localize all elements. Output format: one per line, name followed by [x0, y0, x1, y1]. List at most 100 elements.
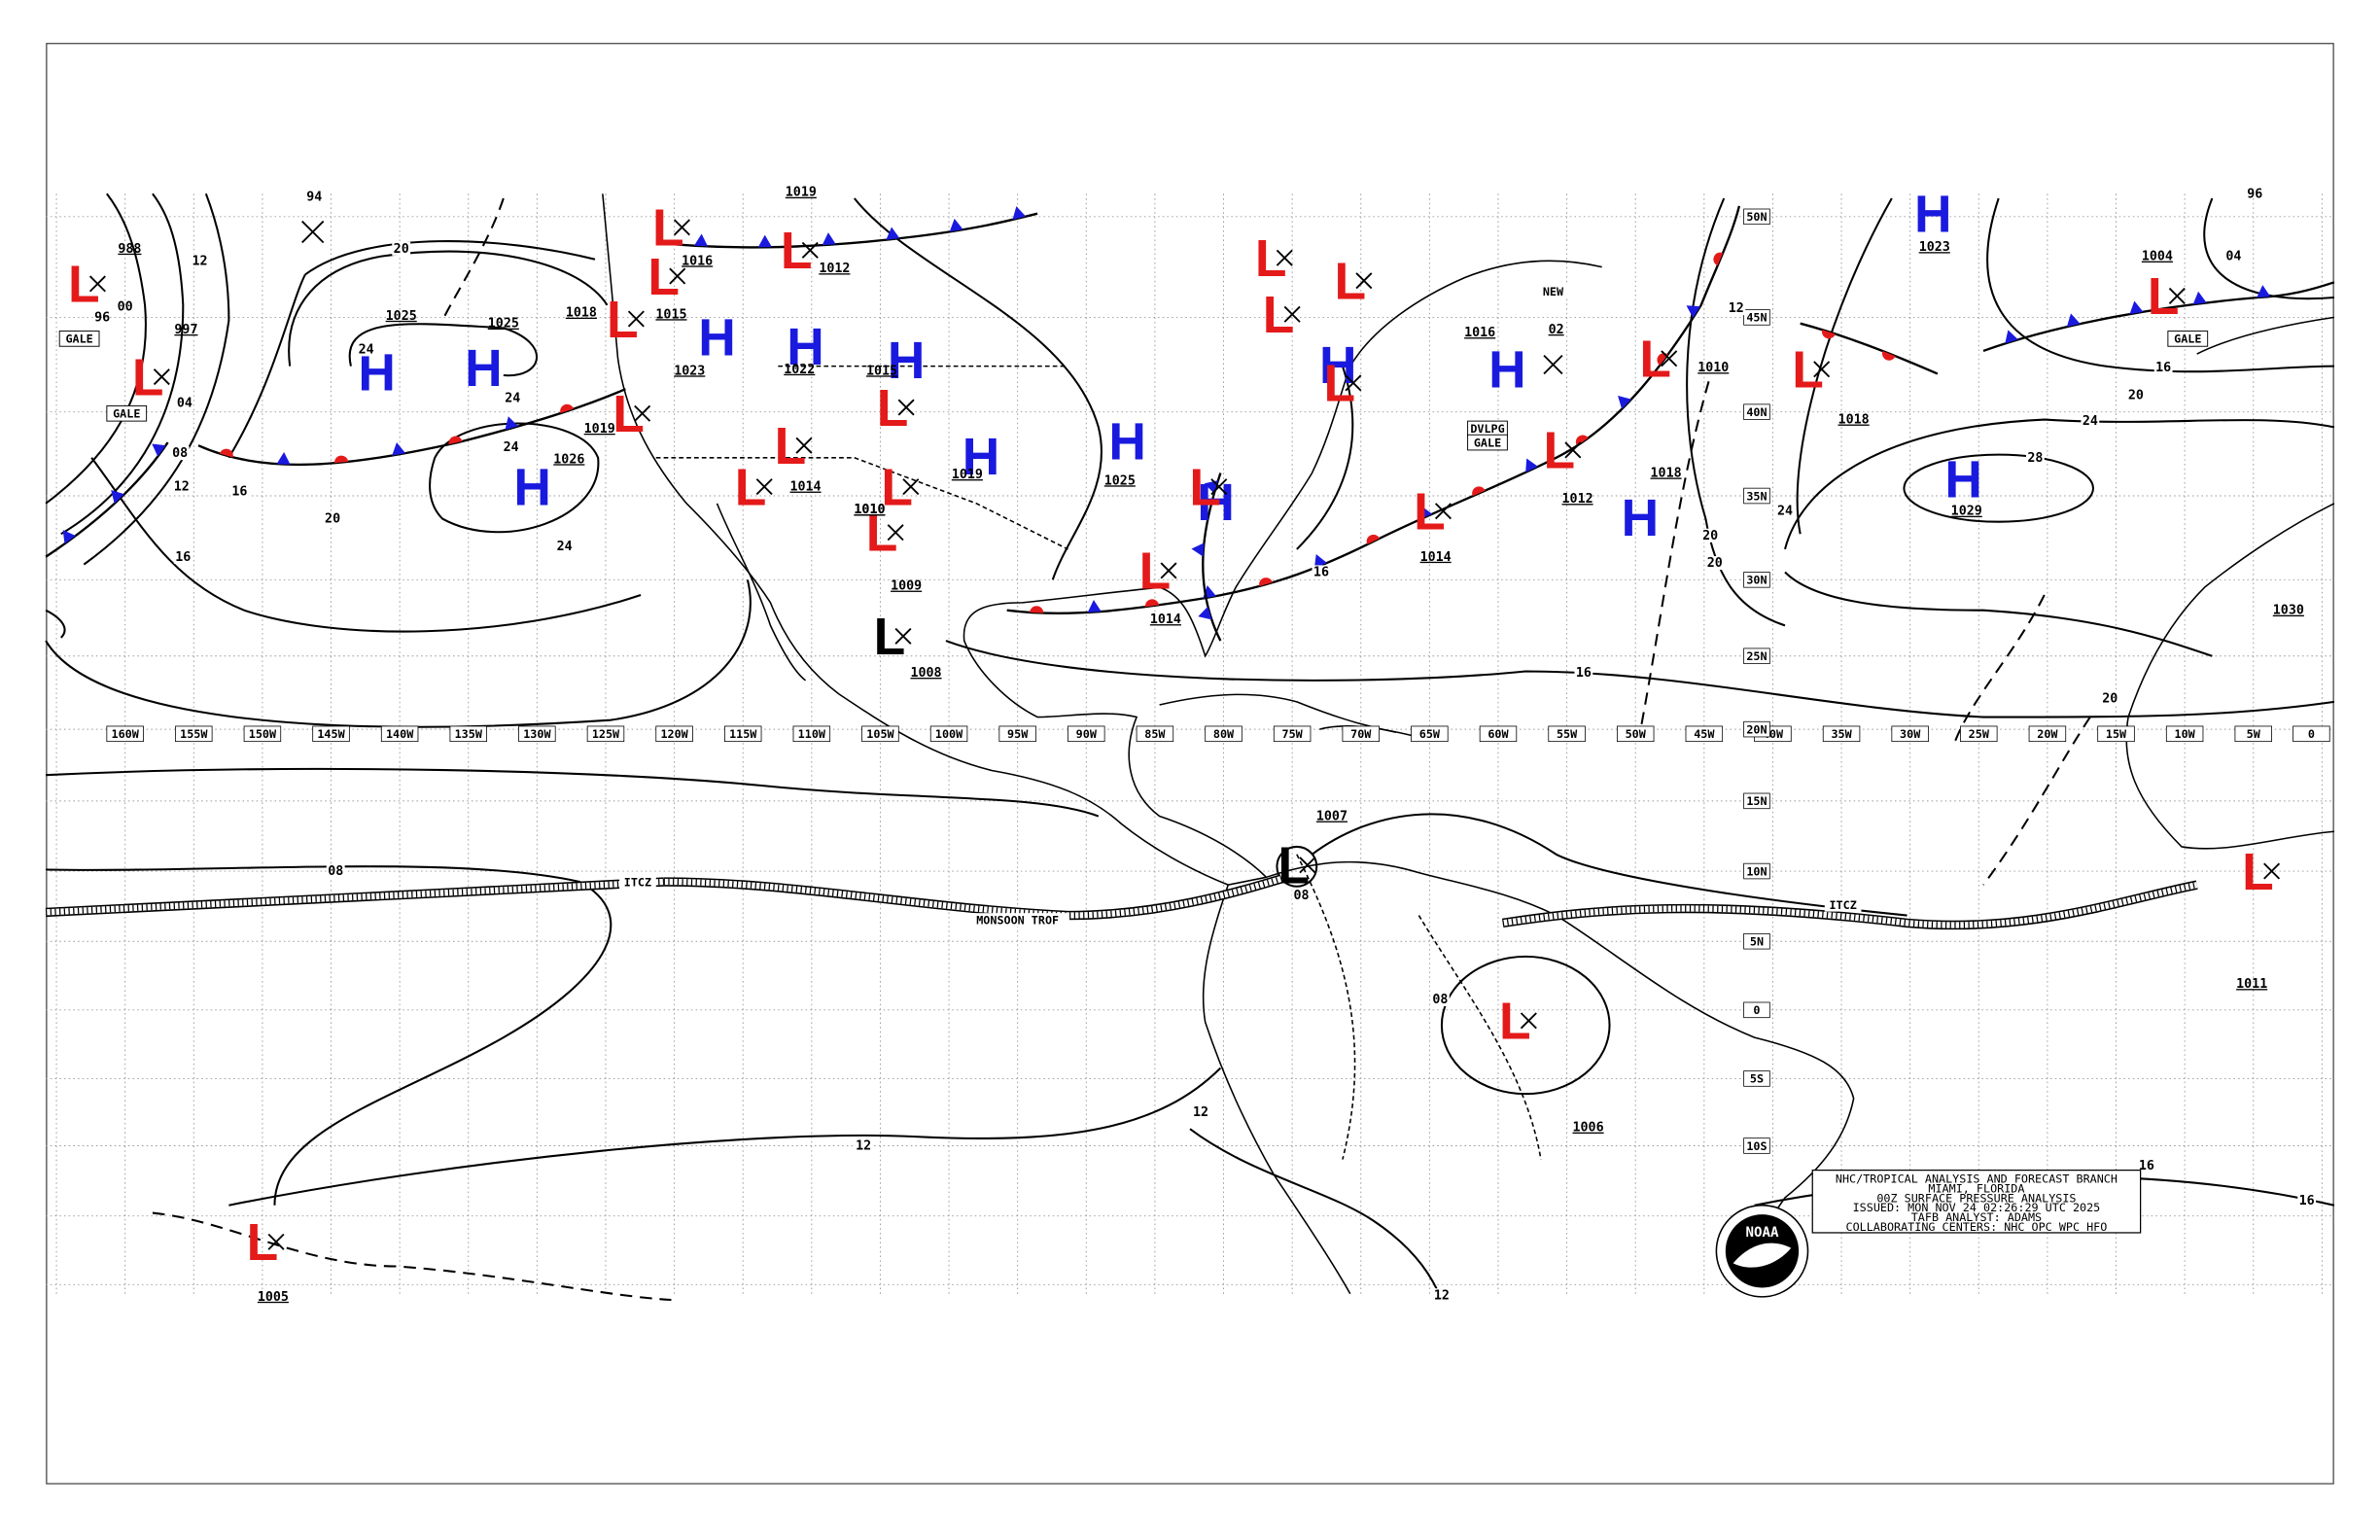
low-center: L [612, 386, 645, 443]
isobar-label-bg [2126, 388, 2146, 402]
isobar-label: 12 [856, 1139, 871, 1154]
isobar-label: 08 [1294, 889, 1310, 903]
isobar [1784, 571, 2213, 657]
isobar-label-bg [1432, 1288, 1452, 1303]
latitude-label: 25N [1746, 649, 1767, 663]
feature-label: GALE [113, 407, 140, 421]
feature-bg [1534, 284, 1572, 298]
low-center-x [1355, 272, 1373, 290]
low-center: L [1278, 838, 1310, 895]
pressure-value: 1018 [566, 306, 597, 321]
longitude-label-box [929, 725, 968, 743]
longitude-label-box [1068, 725, 1105, 743]
latitude-label: 5N [1750, 935, 1764, 949]
isobar-label-bg [357, 342, 376, 357]
latitude-label-box [1743, 1070, 1770, 1087]
longitude-label-box [1479, 725, 1518, 743]
feature-bg [965, 913, 1070, 928]
isobar-label-bg [1700, 528, 1720, 542]
isobar-label-bg [1574, 665, 1593, 681]
latitude-label-box [1743, 720, 1770, 738]
warm-front-symbol [1030, 606, 1044, 613]
pressure-value: 1018 [1838, 413, 1870, 428]
isobar [1686, 197, 1786, 627]
grid [46, 193, 2334, 1294]
pressure-value: 1014 [1420, 550, 1452, 565]
longitude-label-box [1891, 725, 1929, 743]
longitude-label: 30W [1900, 727, 1921, 741]
longitude-label: 20W [2037, 727, 2058, 741]
cold-front-symbol [2257, 285, 2271, 298]
baja-coast [716, 503, 807, 682]
isobar-label: 24 [1777, 505, 1793, 519]
isobar-label: 16 [231, 484, 247, 499]
isobar [45, 192, 147, 505]
pressure-value: 1018 [1651, 466, 1682, 480]
cold-front-symbol [1525, 458, 1538, 472]
latitude-label: 50N [1746, 210, 1767, 224]
cold-front-symbol [2005, 330, 2018, 344]
longitude-label: 140W [386, 727, 414, 741]
low-center: L [1334, 254, 1366, 311]
pressure-value: 997 [174, 323, 197, 337]
isobar [1296, 366, 1354, 550]
pressure-value: 1025 [488, 317, 519, 332]
latitude-label-box [1743, 1138, 1770, 1154]
isobar-label-bg [854, 1138, 873, 1153]
low-center-x [894, 627, 912, 645]
warm-front-symbol [448, 436, 463, 445]
cold-front-symbol [111, 490, 124, 505]
high-center: H [698, 310, 736, 368]
longitude-label: 135W [455, 727, 483, 741]
title-block-line: ISSUED: MON NOV 24 02:26:29 UTC 2025 [1853, 1201, 2101, 1214]
warm-front-symbol [1145, 599, 1160, 608]
cold-front-symbol [392, 441, 406, 456]
high-center: H [513, 459, 551, 516]
longitude-label: 35W [1831, 727, 1852, 741]
cold-front-symbol [1313, 554, 1327, 569]
isobar-label-bg [2137, 1158, 2156, 1172]
isobar [1982, 716, 2091, 886]
longitude-label: 5W [2247, 727, 2261, 741]
low-center-x [301, 220, 325, 244]
longitude-label: 15W [2106, 727, 2127, 741]
low-center: L [874, 609, 906, 666]
isobar [348, 323, 538, 377]
noaa-logo-text: NOAA [1745, 1225, 1778, 1241]
longitude-label-box [1136, 725, 1174, 743]
pressure-value: 1012 [1562, 492, 1593, 507]
isobar-label: 24 [2082, 414, 2098, 429]
isobar [228, 1067, 1222, 1207]
high-center: H [1914, 187, 1952, 244]
low-center: L [1323, 356, 1355, 413]
low-center-x [1345, 374, 1362, 392]
longitude-label-box [449, 725, 487, 743]
cold-front-symbol [1419, 506, 1433, 520]
longitude-label-box [2234, 725, 2272, 743]
isobar [1311, 813, 1908, 917]
isobar-label-bg [172, 479, 192, 494]
feature-label: MONSOON TROF [976, 914, 1059, 928]
longitude-label-box [1273, 725, 1312, 743]
longitude-label: 50W [1626, 727, 1647, 741]
pressure-value: 1007 [1316, 810, 1348, 824]
low-center-x [673, 219, 690, 236]
cold-front-symbol [2129, 300, 2144, 315]
low-center: L [775, 418, 807, 475]
low-center: L [1189, 459, 1221, 516]
isobar [1986, 197, 2334, 373]
low-center: L [648, 249, 680, 306]
low-center-x [1210, 478, 1228, 496]
high-center: H [1108, 413, 1146, 471]
low-center-x [153, 368, 170, 386]
longitude-label-box [243, 725, 282, 743]
warm-front [1800, 322, 1939, 375]
pressure-label: 1015 [655, 307, 686, 322]
cold-front-symbol [949, 218, 963, 232]
isobar-label-bg [1191, 1104, 1210, 1120]
longitude-label-box [1342, 725, 1380, 743]
low-center: L [2242, 844, 2274, 901]
latitude-label: 10S [1746, 1139, 1767, 1153]
latitude-label: 20N [1746, 722, 1767, 736]
